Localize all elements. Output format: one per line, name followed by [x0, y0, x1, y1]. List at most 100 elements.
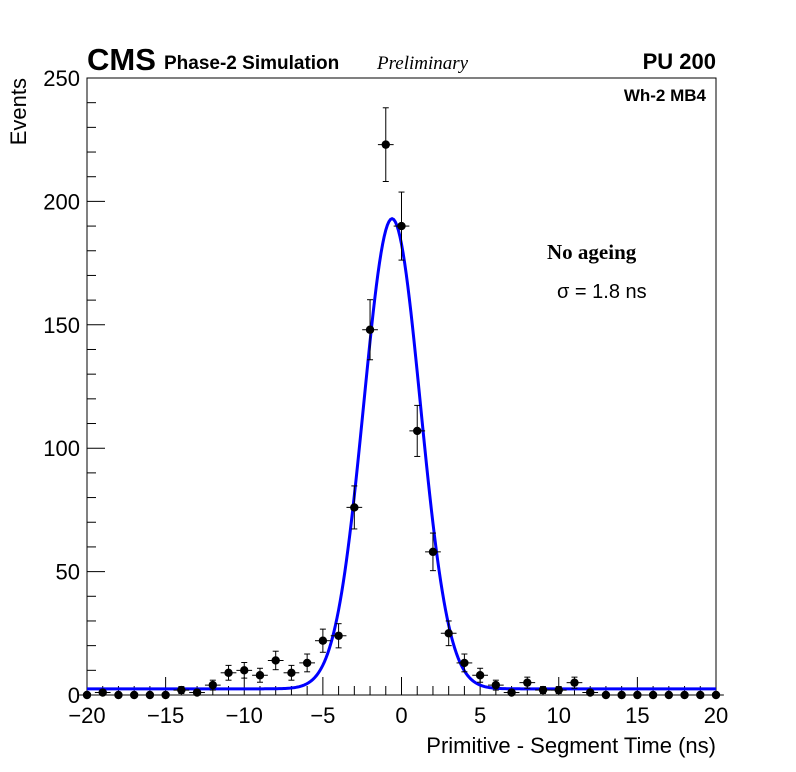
y-tick-label: 100: [43, 436, 80, 461]
x-tick-label: −15: [147, 703, 184, 728]
data-marker: [177, 685, 186, 695]
data-point: [550, 685, 567, 695]
data-marker: [255, 671, 265, 680]
data-point: [708, 690, 724, 700]
data-marker: [617, 690, 626, 700]
data-marker: [633, 690, 642, 700]
data-marker: [413, 426, 422, 436]
condition-label: No ageing: [547, 240, 637, 264]
pileup-label: PU 200: [643, 49, 716, 74]
data-marker: [601, 690, 611, 700]
data-marker: [680, 690, 689, 700]
data-point: [598, 690, 614, 700]
data-point: [173, 685, 190, 695]
data-marker: [98, 688, 107, 697]
data-point: [425, 532, 441, 572]
data-marker: [428, 547, 438, 557]
data-marker: [711, 690, 721, 700]
data-point: [629, 690, 646, 700]
data-point: [535, 685, 551, 695]
sigma-label: σ = 1.8 ns: [557, 281, 647, 303]
x-tick-label: 5: [474, 703, 486, 728]
data-point: [79, 690, 95, 700]
data-point: [503, 688, 520, 697]
y-tick-label: 0: [68, 683, 80, 708]
x-tick-label: 10: [547, 703, 571, 728]
data-points: [79, 107, 724, 700]
data-point: [267, 650, 284, 671]
data-point: [220, 664, 237, 681]
plot-frame: [86, 77, 717, 696]
data-marker: [114, 690, 123, 700]
data-marker: [350, 503, 359, 512]
data-marker: [444, 629, 453, 638]
data-marker: [648, 690, 658, 700]
data-point: [189, 688, 205, 697]
data-point: [126, 690, 143, 700]
data-marker: [224, 668, 233, 677]
data-marker: [302, 658, 312, 668]
y-tick-label: 50: [56, 560, 80, 585]
data-point: [110, 690, 127, 700]
data-marker: [82, 690, 92, 700]
data-marker: [554, 685, 563, 695]
data-point: [157, 690, 174, 700]
data-point: [613, 690, 630, 700]
data-marker: [287, 668, 296, 677]
data-marker: [334, 631, 343, 640]
data-point: [409, 404, 426, 457]
data-point: [676, 690, 693, 700]
data-marker: [161, 690, 170, 700]
data-marker: [523, 678, 532, 687]
data-point: [315, 628, 331, 653]
data-point: [660, 690, 677, 700]
x-tick-label: 20: [704, 703, 728, 728]
data-point: [456, 653, 473, 673]
cms-label: CMS: [87, 42, 156, 77]
data-point: [377, 107, 394, 182]
data-marker: [192, 688, 202, 697]
data-marker: [208, 680, 217, 690]
preliminary-label: Preliminary: [376, 53, 469, 74]
chamber-label: Wh-2 MB4: [624, 86, 707, 105]
data-marker: [475, 671, 485, 680]
y-axis-ticks: [87, 77, 105, 696]
data-marker: [145, 690, 155, 700]
data-marker: [696, 690, 705, 700]
x-tick-label: 15: [625, 703, 649, 728]
data-point: [283, 664, 300, 681]
data-marker: [460, 658, 469, 668]
y-axis-tick-labels: 0 50 100 150 200 250: [43, 66, 80, 708]
data-point: [299, 653, 316, 673]
data-marker: [664, 690, 674, 700]
data-marker: [129, 690, 139, 700]
data-marker: [570, 678, 579, 687]
data-point: [362, 299, 378, 361]
y-tick-label: 250: [43, 66, 80, 91]
data-point: [692, 690, 709, 700]
data-point: [440, 620, 457, 647]
data-point: [566, 676, 583, 689]
data-marker: [365, 325, 375, 334]
data-marker: [240, 666, 249, 675]
data-point: [472, 667, 488, 683]
data-point: [519, 676, 536, 689]
data-point: [393, 191, 410, 261]
data-point: [330, 623, 347, 649]
x-tick-label: −10: [226, 703, 263, 728]
data-point: [487, 679, 504, 691]
data-point: [252, 667, 268, 683]
data-marker: [507, 688, 516, 697]
data-point: [645, 690, 661, 700]
data-marker: [491, 680, 501, 690]
x-axis-title: Primitive - Segment Time (ns): [426, 733, 716, 758]
data-point: [94, 688, 111, 697]
data-marker: [381, 140, 390, 149]
data-point: [142, 690, 158, 700]
data-marker: [318, 636, 328, 645]
x-axis-tick-labels: −20 −15 −10 −5 0 5 10 15 20: [68, 703, 728, 728]
data-marker: [397, 221, 406, 231]
y-tick-label: 200: [43, 189, 80, 214]
y-axis-title: Events: [6, 78, 31, 145]
